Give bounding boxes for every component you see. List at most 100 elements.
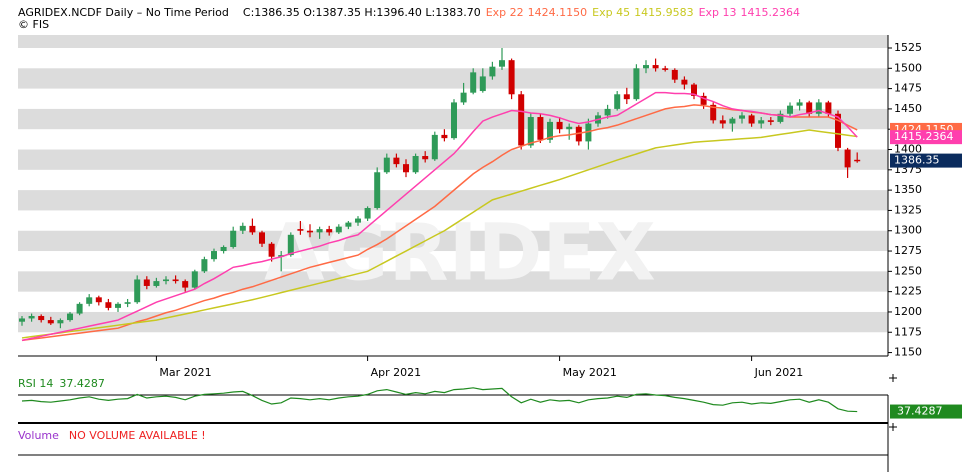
candle-body: [307, 230, 313, 233]
x-tick-label: May 2021: [563, 366, 617, 379]
candle-body: [230, 230, 237, 247]
candle-body: [239, 225, 246, 231]
candle-body: [67, 313, 73, 321]
price-panel: AGRIDEX 1150 1175 1200 1225 1250 1275 1300 1325 1…: [18, 35, 922, 379]
candle-body: [211, 251, 217, 260]
candle-body: [739, 115, 745, 119]
candle-body: [719, 120, 726, 124]
candle-body: [767, 120, 774, 122]
legend-value: 1415.9583: [634, 6, 694, 19]
source: © FIS: [18, 18, 49, 31]
candle-body: [259, 232, 265, 244]
candle-body: [326, 229, 333, 233]
rsi-name: RSI 14: [18, 377, 53, 390]
candle-body: [182, 281, 189, 288]
candle-body: [163, 279, 169, 282]
candle-body: [652, 65, 659, 69]
candle-body: [854, 159, 861, 162]
candle-body: [441, 134, 448, 139]
volume-legend: Volume NO VOLUME AVAILABLE !: [18, 429, 206, 442]
candle-body: [95, 297, 102, 303]
candle-body: [403, 164, 409, 173]
rsi-legend: RSI 14 37.4287: [18, 377, 105, 390]
x-tick-label: Jun 2021: [754, 366, 804, 379]
candle-body: [662, 68, 669, 70]
crosshair-icon: [889, 423, 897, 431]
x-tick-label: Apr 2021: [371, 366, 422, 379]
candle-body: [220, 246, 227, 252]
candle-body: [115, 303, 121, 308]
ema-line: [21, 129, 858, 339]
candle-body: [451, 102, 457, 139]
watermark: AGRIDEX: [264, 208, 656, 298]
band: [18, 190, 888, 211]
candle-body: [815, 102, 822, 114]
candle-body: [604, 108, 611, 116]
y-tick-label: 1175: [894, 325, 922, 338]
candle-body: [364, 207, 371, 219]
ema-line: [21, 91, 858, 342]
rsi-value: 37.4287: [59, 377, 105, 390]
candle-body: [835, 113, 841, 148]
title: AGRIDEX.NCDF Daily – No Time Period: [18, 6, 229, 19]
x-tick-label: Mar 2021: [159, 366, 211, 379]
candle-body: [134, 279, 141, 303]
candle-body: [633, 68, 640, 100]
candle-body: [431, 134, 438, 160]
candle-body: [143, 279, 150, 286]
last-price-label-box: [890, 153, 962, 168]
legend-name: Exp 22: [486, 6, 524, 19]
y-tick-label: 1500: [894, 61, 922, 74]
candle-body: [623, 94, 630, 100]
volume-message: NO VOLUME AVAILABLE !: [69, 429, 206, 442]
last-price-label: 1386.35: [894, 154, 940, 167]
candle-body: [489, 66, 496, 77]
candle-body: [335, 226, 342, 233]
candle-body: [825, 102, 832, 114]
legend-name: Exp 45: [592, 6, 630, 19]
legend-value: 1415.2364: [741, 6, 801, 19]
candle-body: [355, 218, 361, 223]
candle-body: [585, 123, 592, 142]
candle-body: [758, 120, 765, 124]
candle-body: [374, 172, 381, 208]
candle-body: [777, 113, 784, 122]
candle-body: [316, 229, 323, 233]
legend-name: Exp 13: [699, 6, 737, 19]
candle-body: [278, 255, 285, 257]
y-tick-label: 1150: [894, 346, 922, 359]
candle-body: [105, 302, 112, 308]
candle-body: [681, 79, 688, 85]
quote: C:1386.35 O:1387.35 H:1396.40 L:1383.70: [243, 6, 481, 19]
volume-label: Volume: [18, 429, 59, 442]
candle-body: [383, 157, 390, 173]
candle-body: [38, 316, 45, 321]
candle-body: [710, 104, 717, 121]
candle-body: [28, 316, 35, 319]
header-line: AGRIDEX.NCDF Daily – No Time Period C:138…: [18, 6, 800, 19]
candle-body: [153, 281, 160, 286]
y-tick-label: 1325: [894, 203, 922, 216]
candle-body: [460, 92, 467, 103]
y-tick-label: 1200: [894, 305, 922, 318]
ema-value-label-box: [890, 130, 962, 145]
y-tick-label: 1525: [894, 41, 922, 54]
candle-body: [470, 72, 477, 93]
y-tick-label: 1475: [894, 82, 922, 95]
candle-body: [796, 102, 803, 106]
y-tick-label: 1300: [894, 224, 922, 237]
y-tick-label: 1225: [894, 285, 922, 298]
candle-body: [748, 115, 755, 124]
band: [18, 68, 888, 89]
candle-body: [537, 117, 544, 140]
candle-body: [575, 126, 582, 142]
crosshair-icon: [889, 374, 897, 382]
candle-body: [643, 65, 649, 69]
candle-body: [393, 157, 400, 165]
candle-body: [422, 156, 429, 160]
candle-body: [527, 117, 534, 146]
candle-body: [86, 297, 93, 304]
candle-body: [671, 69, 678, 80]
candle-body: [518, 94, 525, 146]
